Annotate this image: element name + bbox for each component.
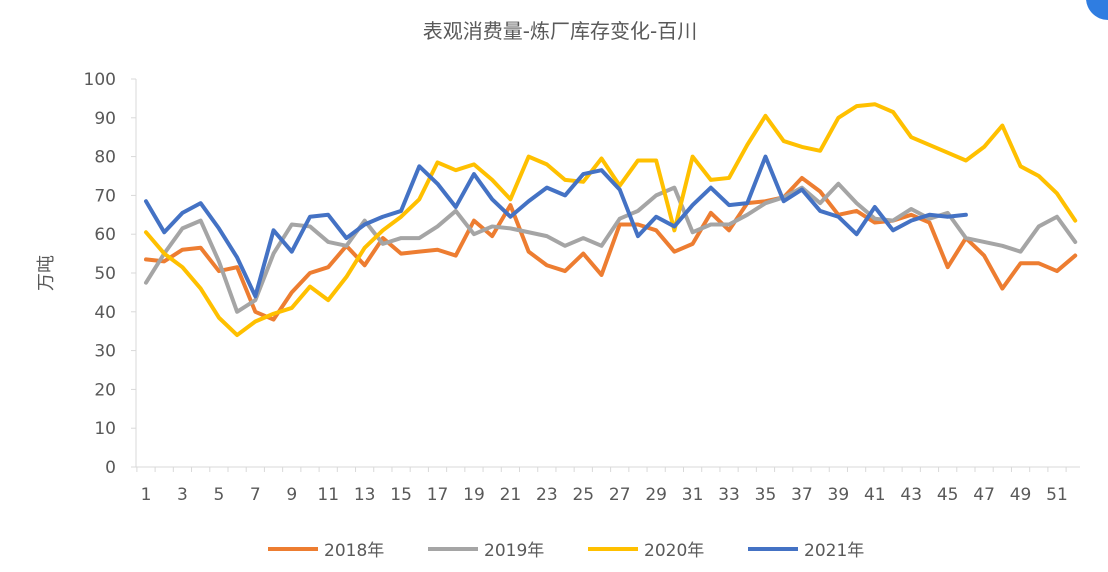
x-tick-label: 43: [900, 485, 922, 505]
y-tick-label: 50: [94, 264, 116, 284]
series-line-2018年: [144, 175, 1078, 322]
x-tick-label: 17: [427, 485, 449, 505]
legend-label: 2020年: [644, 541, 704, 561]
y-axis-label: 万吨: [36, 255, 57, 291]
x-tick-label: 23: [536, 485, 558, 505]
y-tick-label: 90: [94, 109, 116, 129]
x-tick-label: 39: [828, 485, 850, 505]
chart-title: 表观消费量-炼厂库存变化-百川: [423, 19, 697, 43]
x-tick-label: 29: [645, 485, 667, 505]
y-tick-label: 0: [105, 458, 116, 478]
x-tick-label: 45: [937, 485, 959, 505]
x-tick-label: 5: [213, 485, 224, 505]
series-line-2020年: [144, 102, 1078, 338]
x-tick-label: 49: [1010, 485, 1032, 505]
y-tick-label: 40: [94, 303, 116, 323]
legend-label: 2018年: [324, 541, 384, 561]
x-tick-label: 41: [864, 485, 886, 505]
x-tick-label: 1: [141, 485, 152, 505]
x-tick-label: 21: [500, 485, 522, 505]
y-tick-label: 100: [84, 70, 116, 90]
legend-label: 2021年: [804, 541, 864, 561]
y-tick-label: 20: [94, 380, 116, 400]
y-tick-label: 60: [94, 225, 116, 245]
x-tick-label: 13: [354, 485, 376, 505]
series-line-2019年: [144, 181, 1078, 314]
x-tick-label: 7: [250, 485, 261, 505]
x-tick-label: 51: [1046, 485, 1068, 505]
x-tick-label: 9: [286, 485, 297, 505]
legend-label: 2019年: [484, 541, 544, 561]
x-tick-label: 27: [609, 485, 631, 505]
x-tick-label: 3: [177, 485, 188, 505]
x-tick-label: 11: [317, 485, 339, 505]
x-tick-label: 25: [572, 485, 594, 505]
y-tick-label: 30: [94, 342, 116, 362]
x-tick-label: 31: [682, 485, 704, 505]
y-tick-label: 80: [94, 148, 116, 168]
x-tick-label: 33: [718, 485, 740, 505]
x-tick-label: 15: [390, 485, 412, 505]
x-tick-label: 37: [791, 485, 813, 505]
x-tick-label: 19: [463, 485, 485, 505]
series-line-2021年: [144, 154, 968, 299]
x-tick-label: 47: [973, 485, 995, 505]
x-tick-label: 35: [755, 485, 777, 505]
y-tick-label: 10: [94, 419, 116, 439]
y-tick-label: 70: [94, 186, 116, 206]
